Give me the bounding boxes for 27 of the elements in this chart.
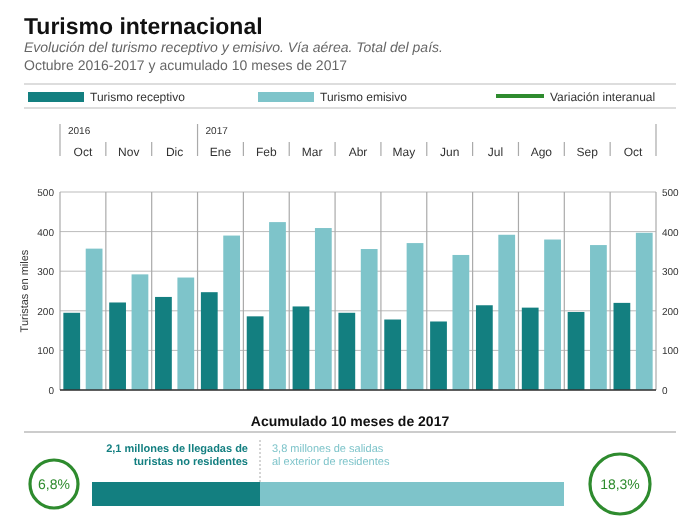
bar [452, 254, 470, 390]
bar [521, 307, 539, 390]
bar [109, 302, 126, 390]
bar [314, 228, 332, 390]
bar [567, 311, 585, 390]
bar [223, 235, 241, 390]
bar [635, 232, 653, 390]
bar [177, 277, 195, 390]
bar [475, 305, 493, 390]
bar [131, 274, 149, 390]
chart-title: Turismo internacional [24, 16, 263, 40]
bar [590, 245, 607, 390]
bar [360, 249, 378, 390]
bar [63, 312, 81, 390]
bar [406, 243, 424, 390]
bar [338, 312, 356, 390]
bar [200, 292, 218, 390]
bar [85, 248, 103, 390]
bar [292, 306, 310, 390]
bar [155, 296, 172, 390]
bar [384, 319, 402, 390]
bar [430, 321, 447, 390]
bar [544, 239, 561, 390]
bar [269, 222, 286, 390]
bar [613, 302, 631, 390]
bar [498, 234, 516, 390]
bar [246, 316, 264, 390]
